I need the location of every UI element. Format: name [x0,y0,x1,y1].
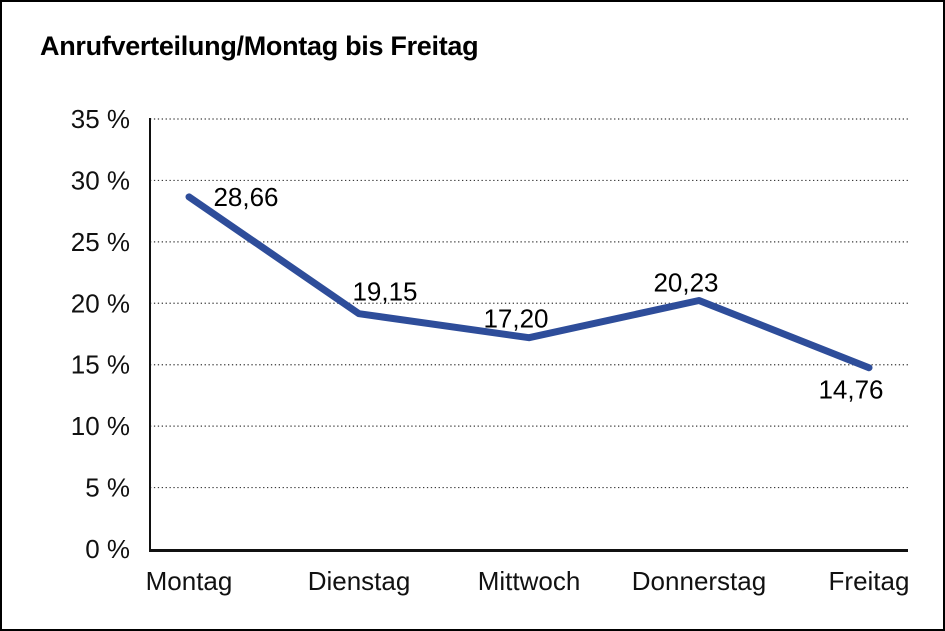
data-label: 19,15 [352,277,417,307]
data-label: 17,20 [483,304,548,334]
data-label: 14,76 [818,375,883,405]
data-label: 28,66 [213,182,278,212]
y-tick-label: 15 % [71,350,130,380]
y-tick-label: 20 % [71,288,130,318]
y-tick-label: 35 % [71,104,130,134]
x-tick-label: Montag [146,566,233,596]
chart-title: Anrufverteilung/Montag bis Freitag [40,31,479,61]
data-label: 20,23 [653,267,718,297]
y-tick-label: 25 % [71,227,130,257]
x-tick-label: Mittwoch [478,566,581,596]
y-tick-label: 30 % [71,165,130,195]
y-tick-label: 5 % [85,473,130,503]
y-tick-label: 10 % [71,411,130,441]
y-tick-label: 0 % [85,534,130,564]
x-tick-label: Dienstag [308,566,411,596]
x-tick-label: Freitag [829,566,910,596]
series-line [185,193,873,372]
x-tick-label: Donnerstag [632,566,766,596]
